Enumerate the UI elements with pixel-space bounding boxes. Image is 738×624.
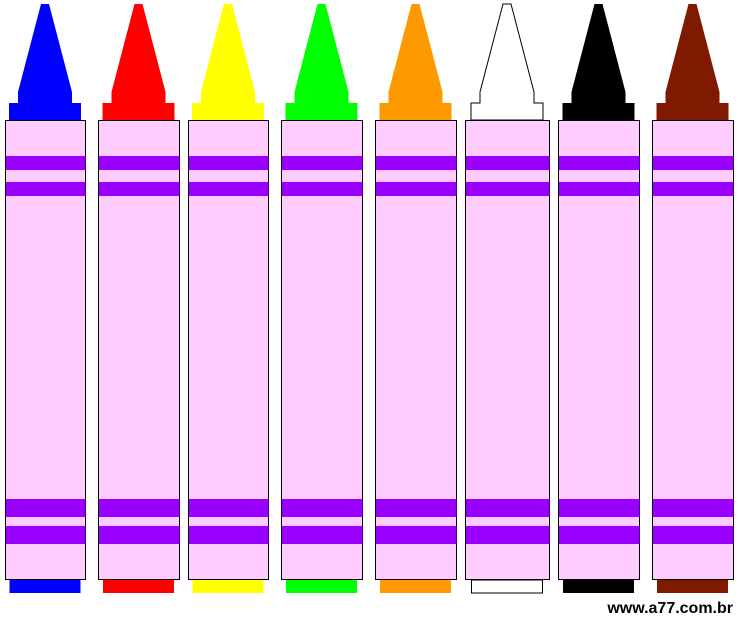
watermark: www.a77.com.br — [606, 600, 733, 617]
crayon — [465, 3, 550, 594]
wrapper-stripe — [99, 182, 180, 196]
wrapper-stripe — [559, 499, 640, 517]
wrapper-stripe — [6, 156, 86, 170]
crayon — [188, 4, 269, 593]
wrapper-stripe — [376, 526, 457, 544]
crayon-bottom — [286, 580, 357, 593]
wrapper-stripe — [653, 156, 734, 170]
wrapper-stripe — [282, 156, 363, 170]
crayon-bottom — [103, 580, 174, 593]
crayon-bottom — [657, 580, 728, 593]
wrapper-stripe — [653, 182, 734, 196]
crayon — [281, 4, 363, 593]
crayon — [558, 4, 640, 593]
wrapper-stripe — [466, 526, 550, 544]
wrapper-stripe — [6, 499, 86, 517]
crayon-bottom — [471, 579, 543, 594]
crayon-bottom — [563, 580, 634, 593]
crayon-tip — [285, 4, 358, 120]
wrapper-stripe — [559, 526, 640, 544]
wrapper-stripe — [189, 156, 269, 170]
wrapper-stripe — [559, 182, 640, 196]
crayon-tip — [562, 4, 635, 120]
crayon-bottom — [380, 580, 451, 593]
wrapper-stripe — [189, 526, 269, 544]
wrapper-stripe — [653, 499, 734, 517]
wrapper-stripe — [466, 156, 550, 170]
crayon-tip — [102, 4, 175, 120]
wrapper-stripe — [376, 156, 457, 170]
crayon-tip — [379, 4, 452, 120]
crayon-bottom — [192, 580, 264, 593]
wrapper-stripe — [376, 499, 457, 517]
crayon-set — [5, 3, 734, 594]
crayon-tip — [656, 4, 729, 120]
crayon-tip — [470, 3, 544, 121]
wrapper-stripe — [653, 526, 734, 544]
crayon-tip — [192, 4, 264, 120]
wrapper-stripe — [282, 182, 363, 196]
crayon — [5, 4, 86, 593]
wrapper-stripe — [189, 182, 269, 196]
wrapper-stripe — [466, 182, 550, 196]
crayon — [375, 4, 457, 593]
wrapper-stripe — [559, 156, 640, 170]
wrapper-stripe — [466, 499, 550, 517]
crayon-bottom — [9, 580, 81, 593]
wrapper-stripe — [99, 156, 180, 170]
crayon — [652, 4, 734, 593]
wrapper-stripe — [99, 526, 180, 544]
wrapper-stripe — [282, 499, 363, 517]
wrapper-stripe — [189, 499, 269, 517]
wrapper-stripe — [99, 499, 180, 517]
wrapper-stripe — [376, 182, 457, 196]
wrapper-stripe — [282, 526, 363, 544]
wrapper-stripe — [6, 182, 86, 196]
wrapper-stripe — [6, 526, 86, 544]
crayon — [98, 4, 180, 593]
crayon-tip — [9, 4, 81, 120]
